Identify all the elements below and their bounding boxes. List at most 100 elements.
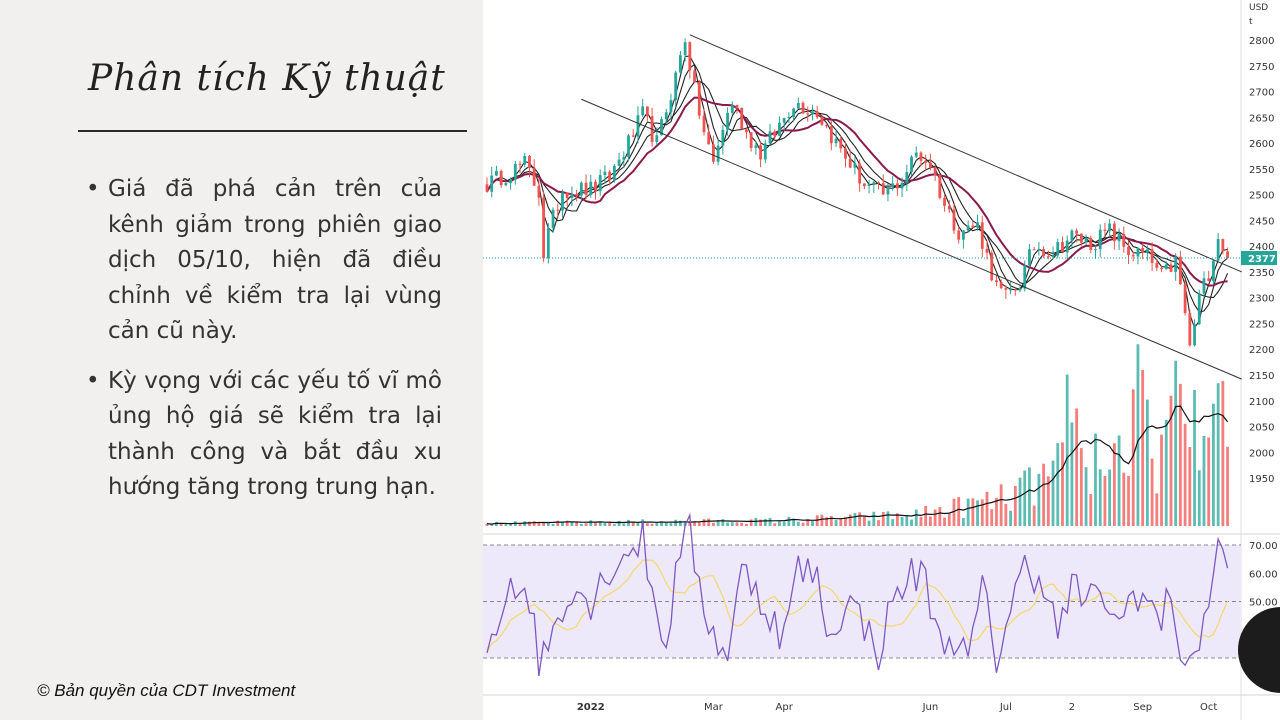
candle-body: [1023, 265, 1027, 289]
candle-body: [1216, 239, 1220, 261]
volume-bar: [1032, 505, 1036, 526]
volume-bar: [1197, 470, 1201, 526]
current-price-label: 2377: [1248, 254, 1276, 265]
volume-bar: [579, 523, 583, 526]
volume-bar: [546, 522, 550, 526]
volume-bar: [820, 514, 824, 526]
volume-bar: [627, 519, 630, 526]
candle-body: [509, 179, 512, 184]
volume-bar: [528, 521, 531, 526]
volume-bar: [1046, 476, 1050, 526]
candle-body: [1202, 278, 1206, 294]
volume-bar: [1193, 389, 1196, 526]
candle-body: [1197, 293, 1201, 325]
x-tick-label: Oct: [1200, 702, 1217, 713]
volume-bar: [853, 512, 857, 526]
y-tick-label: 1950: [1249, 474, 1274, 485]
y-tick-label: 2550: [1249, 165, 1274, 176]
copyright-text: © Bản quyền của CDT Investment: [37, 681, 296, 700]
candle-body: [532, 167, 536, 186]
volume-bar: [811, 521, 814, 526]
candle-body: [792, 108, 796, 118]
volume-bar: [551, 524, 555, 526]
candle-body: [537, 185, 541, 198]
volume-bar: [556, 520, 560, 526]
candle-body: [688, 42, 692, 71]
y-tick-label: 2700: [1249, 88, 1274, 99]
candle-body: [796, 102, 800, 109]
candle-body: [957, 230, 961, 240]
title-divider: [78, 130, 467, 132]
candle-body: [570, 193, 574, 199]
volume-bar: [895, 513, 899, 526]
candle-body: [513, 163, 517, 180]
y-tick-label: 2350: [1249, 268, 1274, 279]
candle-body: [1207, 278, 1211, 282]
volume-bar: [1155, 493, 1159, 526]
candle-body: [594, 181, 597, 192]
volume-bar: [603, 523, 607, 526]
candle-body: [1079, 233, 1083, 243]
y-tick-label: 2400: [1249, 242, 1274, 253]
candle-body: [759, 145, 762, 160]
volume-bar: [645, 523, 649, 526]
volume-bar: [1188, 447, 1192, 526]
candle-body: [933, 167, 937, 175]
candle-body: [622, 157, 626, 160]
volume-bar: [1065, 374, 1069, 526]
volume-bar: [839, 518, 843, 526]
volume-bar: [1145, 399, 1149, 526]
volume-bar: [537, 523, 541, 526]
candle-body: [853, 163, 857, 168]
volume-bar: [957, 497, 961, 526]
volume-bar: [499, 523, 503, 526]
volume-bar: [990, 509, 994, 526]
candle-body: [504, 183, 508, 186]
volume-bar: [1018, 477, 1022, 526]
volume-bar: [877, 520, 880, 526]
candle-body: [976, 222, 979, 228]
volume-bar: [829, 516, 833, 526]
volume-bar: [971, 498, 975, 526]
candle-body: [867, 184, 871, 187]
volume-bar: [768, 517, 772, 526]
volume-bar: [1084, 467, 1088, 526]
volume-bar: [844, 517, 847, 526]
candle-body: [561, 192, 564, 211]
volume-bar: [490, 524, 494, 526]
candle-body: [924, 160, 928, 163]
candle-body: [858, 163, 862, 184]
candle-body: [829, 126, 833, 144]
y-tick-label: 2100: [1249, 397, 1274, 408]
volume-bar: [1013, 485, 1017, 526]
volume-bar: [693, 521, 696, 526]
candle-body: [801, 102, 805, 114]
y-tick-label: 2450: [1249, 216, 1274, 227]
volume-bar: [1098, 469, 1102, 526]
channel-lower-line: [581, 98, 1242, 380]
y-tick-label: 2600: [1249, 139, 1274, 150]
candle-body: [872, 182, 876, 185]
volume-bar: [594, 522, 597, 526]
volume-bar: [1023, 470, 1027, 526]
volume-bar: [660, 521, 663, 526]
volume-bar: [1079, 448, 1083, 526]
volume-bar: [1112, 443, 1116, 526]
slide-title: Phân tích Kỹ thuật: [88, 58, 446, 99]
candle-body: [518, 163, 522, 165]
candle-body: [928, 162, 932, 168]
candle-body: [1103, 229, 1107, 231]
volume-bar: [862, 516, 866, 526]
volume-bar: [702, 519, 706, 526]
candle-body: [678, 55, 682, 73]
volume-bar: [721, 519, 725, 526]
volume-bar: [688, 522, 692, 526]
candle-body: [1131, 254, 1135, 257]
candle-body: [683, 42, 687, 56]
candle-body: [1061, 242, 1064, 253]
candle-body: [1056, 242, 1060, 256]
volume-bar: [900, 516, 904, 526]
candle-body: [1188, 313, 1192, 346]
volume-bar: [782, 521, 786, 526]
candle-body: [1018, 288, 1022, 291]
